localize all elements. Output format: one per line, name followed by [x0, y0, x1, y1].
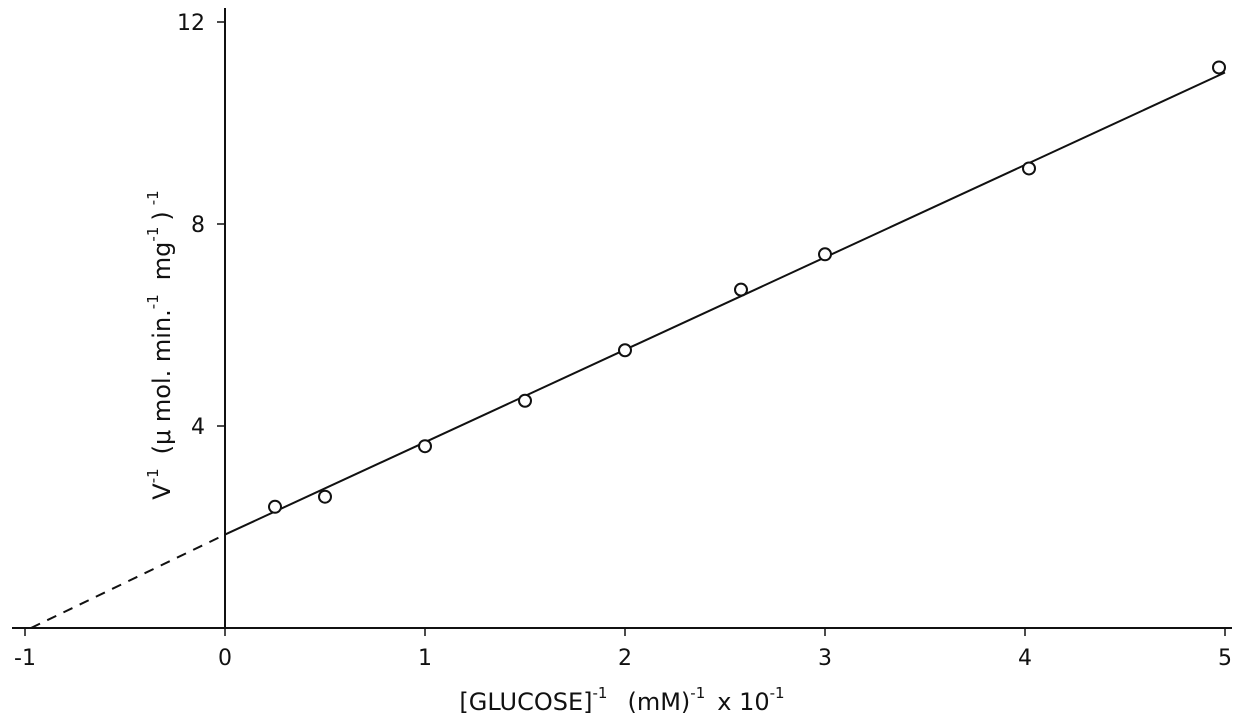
- data-point: [318, 489, 332, 504]
- data-point: [1212, 60, 1226, 75]
- x-tick-label: 1: [418, 646, 432, 671]
- y-tick-label: 12: [177, 11, 205, 36]
- extrapolation-line: [30, 533, 226, 629]
- y-axis-title: V-1(μ mol. min.-1mg-1)-1: [144, 190, 176, 499]
- data-point: [268, 499, 282, 514]
- x-tick-label: 3: [818, 646, 832, 671]
- data-point: [1022, 161, 1036, 176]
- fit-lines: [30, 71, 1226, 629]
- x-tick-label: -1: [14, 646, 36, 671]
- y-tick-label: 8: [191, 213, 205, 238]
- data-point: [734, 282, 748, 297]
- data-point: [518, 393, 532, 408]
- data-point: [418, 439, 432, 454]
- x-tick-label: 4: [1018, 646, 1032, 671]
- data-point: [818, 247, 832, 262]
- x-axis-title: [GLUCOSE]-1 (mM)-1 x 10-1: [459, 684, 784, 716]
- data-point: [618, 343, 632, 358]
- x-tick-label: 5: [1218, 646, 1232, 671]
- y-tick-label: 4: [191, 415, 205, 440]
- axes: [12, 8, 1232, 629]
- data-points: [268, 60, 1226, 514]
- regression-line: [224, 71, 1226, 536]
- x-tick-label: 2: [618, 646, 632, 671]
- x-tick-label: 0: [218, 646, 232, 671]
